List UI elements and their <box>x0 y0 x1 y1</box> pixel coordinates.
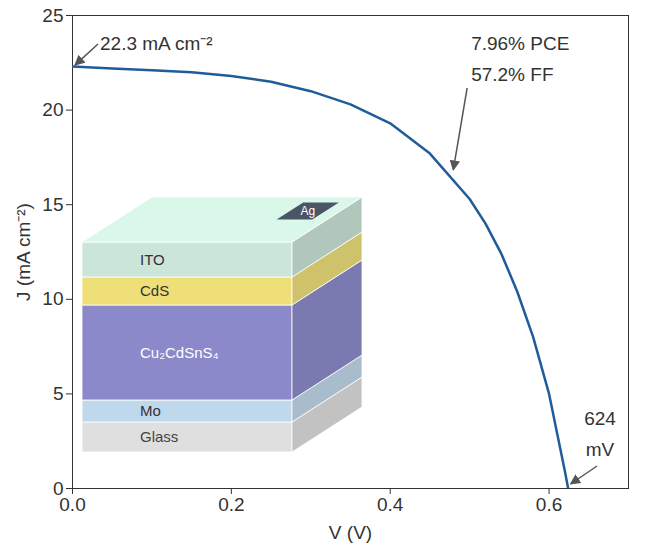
svg-text:0.0: 0.0 <box>59 494 85 515</box>
svg-text:Mo: Mo <box>140 402 161 419</box>
svg-text:10: 10 <box>42 288 63 309</box>
svg-text:0: 0 <box>52 477 64 499</box>
svg-text:0.2: 0.2 <box>218 494 244 515</box>
svg-text:Glass: Glass <box>140 428 178 445</box>
svg-text:20: 20 <box>42 99 63 120</box>
svg-text:15: 15 <box>42 194 63 215</box>
svg-text:0.4: 0.4 <box>377 494 404 515</box>
svg-text:CdS: CdS <box>140 282 169 299</box>
svg-text:J (mA cm⁻²): J (mA cm⁻²) <box>13 203 34 301</box>
svg-text:Ag: Ag <box>300 204 315 218</box>
svg-text:25: 25 <box>42 5 63 26</box>
svg-text:22.3 mA cm⁻²: 22.3 mA cm⁻² <box>100 33 213 54</box>
svg-text:ITO: ITO <box>140 251 165 268</box>
svg-text:624mV: 624mV <box>584 408 616 460</box>
svg-text:5: 5 <box>53 383 64 404</box>
svg-text:V (V): V (V) <box>329 522 372 543</box>
svg-text:7.96% PCE57.2% FF: 7.96% PCE57.2% FF <box>471 33 569 85</box>
svg-text:Cu₂CdSnS₄: Cu₂CdSnS₄ <box>140 344 219 361</box>
svg-text:0.6: 0.6 <box>536 494 562 515</box>
